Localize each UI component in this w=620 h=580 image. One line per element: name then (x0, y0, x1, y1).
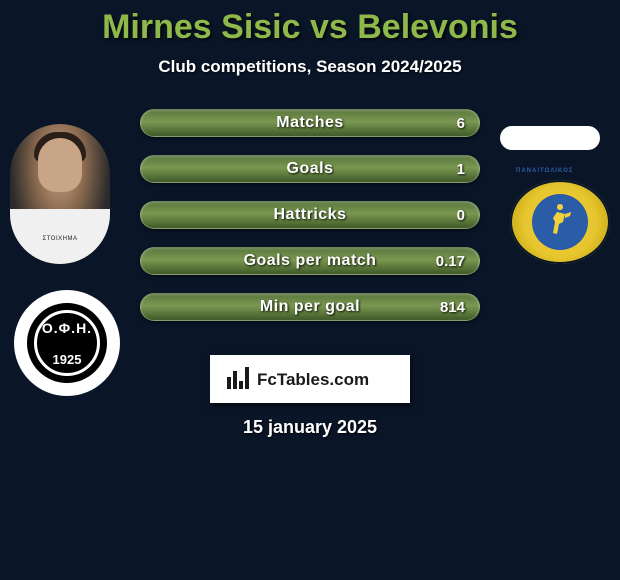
stat-value-right: 0.17 (436, 253, 465, 270)
stat-label: Min per goal (141, 298, 479, 316)
stat-row-mpg: Min per goal 814 (140, 293, 480, 321)
player-photo-right-placeholder (500, 126, 600, 150)
stat-value-right: 0 (457, 207, 465, 224)
stat-label: Hattricks (141, 206, 479, 224)
jersey-sponsor-text: ΣTOIXHMA (10, 236, 110, 242)
player-photo-left: ΣTOIXHMA (10, 124, 110, 264)
branding-text: FcTables.com (257, 370, 369, 389)
player-head (38, 138, 82, 192)
stat-row-goals: Goals 1 (140, 155, 480, 183)
fctables-logo-icon: FcTables.com (225, 365, 395, 393)
ofi-text-top: O.Φ.H. (30, 320, 104, 336)
ofi-badge: O.Φ.H. 1925 (27, 303, 107, 383)
page-title: Mirnes Sisic vs Belevonis (0, 0, 620, 47)
club-right-inner (532, 194, 588, 250)
date-text: 15 january 2025 (0, 417, 620, 438)
club-logo-right: ΠΑΝΑΙΤΩΛΙΚΟΣ (510, 180, 610, 264)
stat-label: Goals per match (141, 252, 479, 270)
stat-label: Matches (141, 114, 479, 132)
ofi-text-bottom: 1925 (30, 352, 104, 367)
runner-icon (546, 202, 574, 242)
stat-value-right: 814 (440, 299, 465, 316)
club-right-arc-text: ΠΑΝΑΙΤΩΛΙΚΟΣ (516, 168, 573, 174)
club-logo-left: O.Φ.H. 1925 (14, 290, 120, 396)
stat-value-right: 6 (457, 115, 465, 132)
stat-value-right: 1 (457, 161, 465, 178)
subtitle: Club competitions, Season 2024/2025 (0, 57, 620, 77)
stat-row-gpm: Goals per match 0.17 (140, 247, 480, 275)
stat-row-hattricks: Hattricks 0 (140, 201, 480, 229)
stat-row-matches: Matches 6 (140, 109, 480, 137)
branding-box: FcTables.com (210, 355, 410, 403)
stat-label: Goals (141, 160, 479, 178)
